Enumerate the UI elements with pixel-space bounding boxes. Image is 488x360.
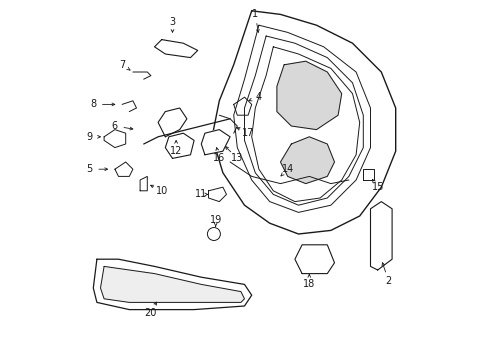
Text: 20: 20 [144,308,157,318]
Polygon shape [104,130,125,148]
Polygon shape [158,108,186,137]
Polygon shape [140,176,147,191]
Text: 15: 15 [371,182,383,192]
Polygon shape [93,259,251,310]
Text: 7: 7 [119,60,125,70]
Text: 6: 6 [112,121,118,131]
Text: 17: 17 [242,128,254,138]
Text: 8: 8 [90,99,96,109]
Text: 18: 18 [303,279,315,289]
Polygon shape [280,137,334,184]
Text: 14: 14 [281,164,293,174]
Polygon shape [233,97,251,115]
Text: 11: 11 [195,189,207,199]
Polygon shape [212,11,395,234]
Text: 9: 9 [86,132,93,142]
Polygon shape [208,187,226,202]
Text: 3: 3 [169,17,175,27]
Polygon shape [165,133,194,158]
Polygon shape [154,40,197,58]
Polygon shape [115,162,133,176]
Polygon shape [370,202,391,270]
Text: 19: 19 [209,215,222,225]
Text: 12: 12 [169,146,182,156]
Circle shape [207,228,220,240]
Text: 4: 4 [255,92,262,102]
Text: 2: 2 [385,276,391,286]
Text: 16: 16 [213,153,225,163]
Text: 5: 5 [86,164,93,174]
Polygon shape [101,266,244,302]
Text: 1: 1 [252,9,258,19]
Polygon shape [294,245,334,274]
Polygon shape [201,130,230,155]
Text: 13: 13 [231,153,243,163]
Polygon shape [276,61,341,130]
Text: 10: 10 [155,186,167,196]
